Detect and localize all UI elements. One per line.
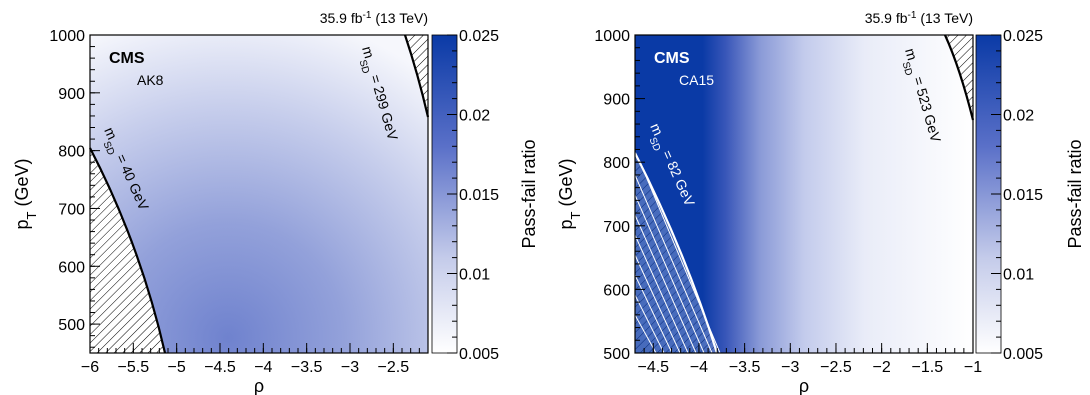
excluded-region-high [945,35,973,120]
boundary-curve-high [403,34,430,118]
excluded-region-low [635,153,717,353]
y-tick-label: 800 [603,155,630,172]
x-tick-label: −1 [964,359,982,376]
x-axis-label: ρ [799,376,809,395]
jet-algorithm-label: CA15 [679,72,714,88]
x-tick-label: −2 [873,359,891,376]
color-scale-label: Pass-fail ratio [1065,139,1085,248]
excluded-region-low [90,148,165,353]
x-tick-label: −3 [781,359,799,376]
z-tick-label: 0.025 [459,28,499,45]
z-tick-label: 0.025 [1003,28,1043,45]
y-tick-label: 900 [603,92,630,109]
z-tick-label: 0.02 [459,108,490,125]
x-axis-label: ρ [254,376,264,395]
y-ticks: 500 600 700 800 900 1000 [594,28,645,363]
y-tick-label: 700 [58,201,85,218]
y-tick-label: 1000 [49,28,85,45]
lumi-label: 35.9 fb-1 (13 TeV) [320,10,428,27]
y-tick-label: 500 [58,317,85,334]
y-tick-label: 500 [603,346,630,363]
z-tick-label: 0.005 [459,346,499,363]
boundary-curve-low [634,152,719,354]
x-tick-label: −5.5 [118,359,150,376]
z-tick-label: 0.01 [1003,267,1034,284]
color-scale-ticks: 0.005 0.01 0.015 0.02 0.025 [447,28,499,363]
panel-ak8: −6 −5.5 −5 −4.5 −4 −3.5 −3 −2.5 500 600 700 800 900… [12,10,539,395]
z-tick-label: 0.015 [1003,187,1043,204]
x-tick-label: −2.5 [378,359,410,376]
z-tick-label: 0.01 [459,267,490,284]
z-tick-label: 0.005 [1003,346,1043,363]
y-tick-label: 800 [58,144,85,161]
x-tick-label: −4.5 [637,359,669,376]
color-scale-label: Pass-fail ratio [519,139,539,248]
jet-algorithm-label: AK8 [137,72,164,88]
lumi-label: 35.9 fb-1 (13 TeV) [865,10,973,27]
y-axis-label: pT (GeV) [556,159,583,230]
excluded-region-high [405,35,428,117]
plot-frame [634,34,974,354]
x-tick-label: −4.5 [204,359,236,376]
y-tick-label: 700 [603,219,630,236]
x-tick-label: −2.5 [820,359,852,376]
plot-frame [89,34,429,354]
y-tick-label: 1000 [594,28,630,45]
x-tick-label: −3.5 [291,359,323,376]
x-ticks: −6 −5.5 −5 −4.5 −4 −3.5 −3 −2.5 [81,343,429,376]
boundary-curve-low [89,147,167,354]
z-tick-label: 0.02 [1003,108,1034,125]
x-tick-label: −4 [690,359,708,376]
y-axis-label: pT (GeV) [12,159,39,230]
x-tick-label: −4 [254,359,272,376]
x-tick-label: −5 [168,359,186,376]
color-scale-ticks: 0.005 0.01 0.015 0.02 0.025 [991,28,1043,363]
y-tick-label: 900 [58,86,85,103]
y-ticks: 500 600 700 800 900 1000 [49,28,100,348]
x-ticks: −4.5 −4 −3.5 −3 −2.5 −2 −1.5 −1 [634,343,982,376]
panel-ca15: −4.5 −4 −3.5 −3 −2.5 −2 −1.5 −1 500 600 700 800 900… [556,10,1085,395]
boundary-curve-high [943,34,975,121]
experiment-label: CMS [109,50,145,67]
z-tick-label: 0.015 [459,187,499,204]
x-tick-label: −3.5 [729,359,761,376]
experiment-label: CMS [654,50,690,67]
x-tick-label: −6 [81,359,99,376]
x-tick-label: −3 [341,359,359,376]
y-tick-label: 600 [603,282,630,299]
x-tick-label: −1.5 [912,359,944,376]
y-tick-label: 600 [58,259,85,276]
